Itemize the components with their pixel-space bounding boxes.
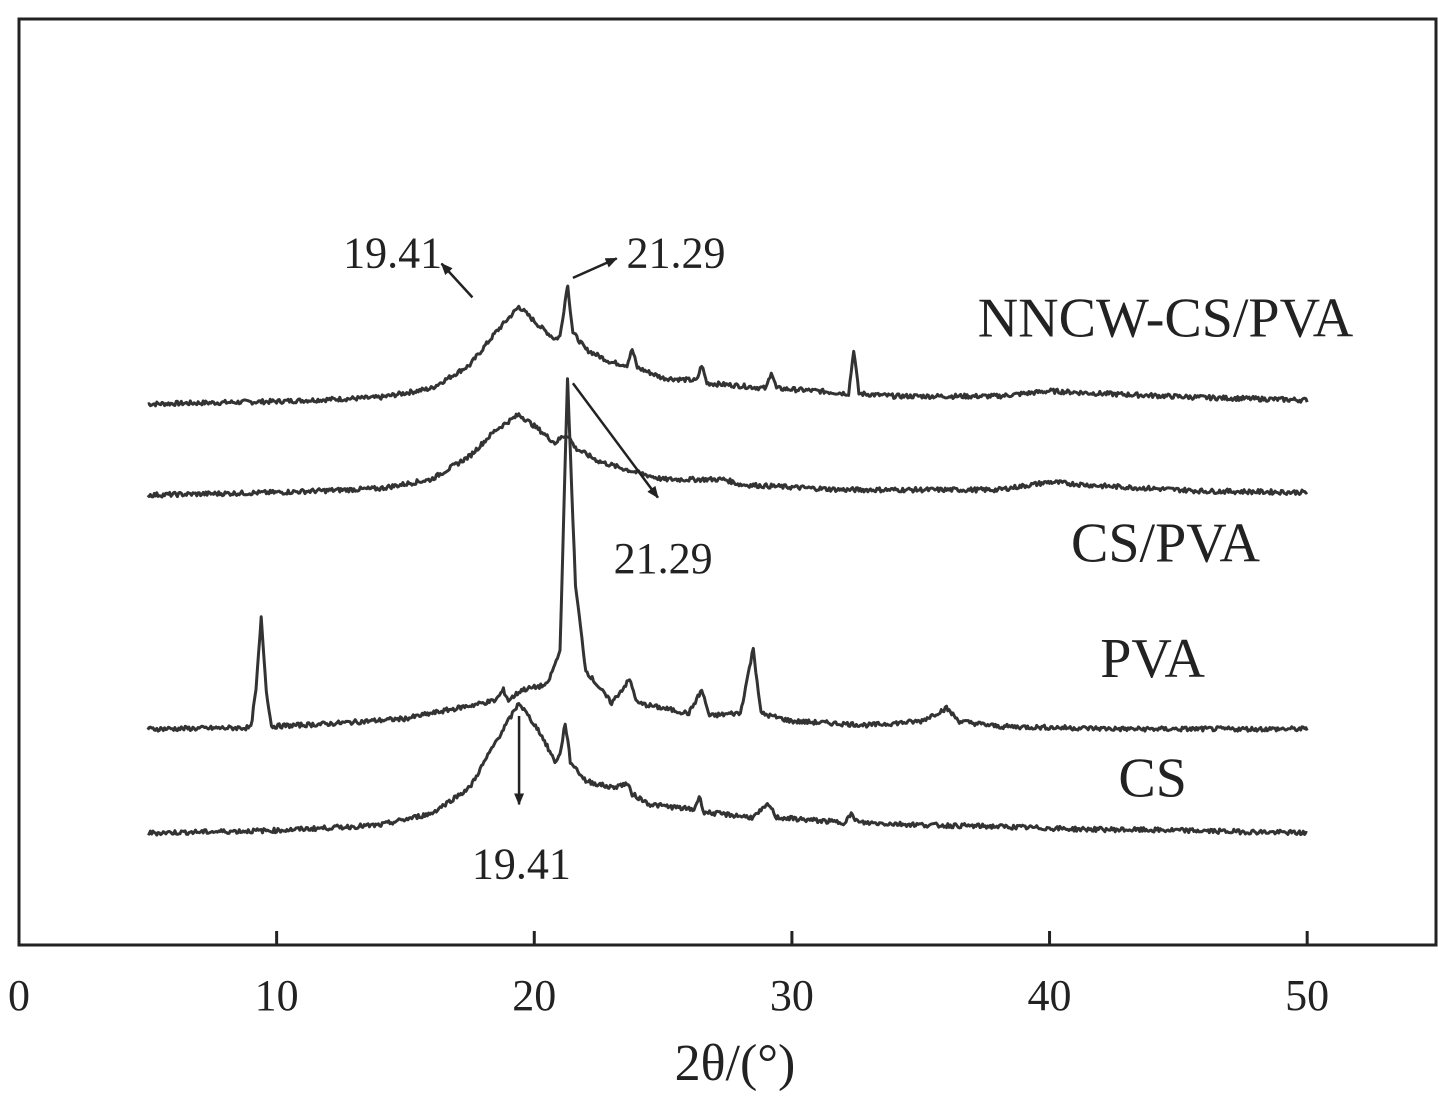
series-line: [146, 377, 1309, 733]
series-label: CS: [1118, 748, 1187, 810]
x-tick-label: 20: [512, 971, 556, 1020]
annotation-label: 21.29: [614, 534, 713, 583]
annotations: 19.41 21.29 21.29 19.41: [343, 229, 725, 889]
x-tick-label: 30: [770, 971, 814, 1020]
series-labels: NNCW-CS/PVA CS/PVA PVA CS: [978, 287, 1354, 809]
annotation-arrow: [440, 262, 474, 299]
x-tick-label: 0: [8, 971, 30, 1020]
annotation-arrow: [571, 382, 659, 499]
x-tick-label: 50: [1285, 971, 1329, 1020]
series-line: [147, 284, 1309, 408]
plot-frame: [17, 17, 1438, 947]
annotation-label: 21.29: [626, 229, 725, 278]
series-label: NNCW-CS/PVA: [978, 287, 1354, 349]
annotation-label: 19.41: [343, 229, 442, 278]
x-axis: 0 10 20 30 40 50: [8, 931, 1329, 1020]
x-axis-label: 2θ/(°): [675, 1035, 796, 1092]
series-label: CS/PVA: [1071, 512, 1260, 574]
annotation-label: 19.41: [472, 840, 571, 889]
annotation-arrow: [572, 257, 618, 280]
x-tick-label: 10: [255, 971, 299, 1020]
series-label: PVA: [1100, 628, 1205, 690]
series-group: [146, 284, 1309, 837]
series-line: [147, 702, 1308, 837]
x-tick-label: 40: [1028, 971, 1072, 1020]
series-line: [146, 412, 1309, 499]
